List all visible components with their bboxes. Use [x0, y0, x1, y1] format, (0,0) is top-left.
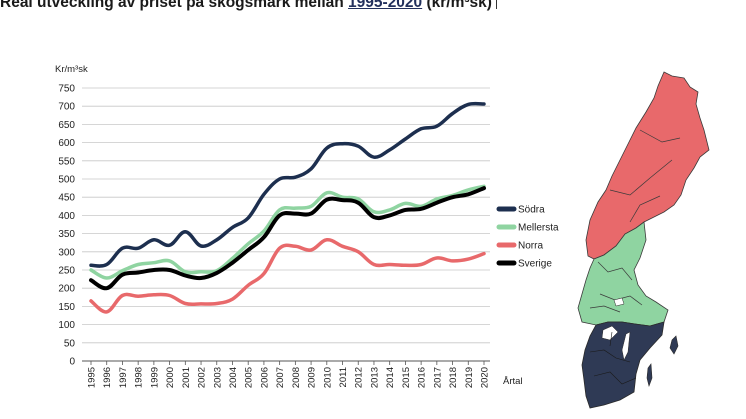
y-tick-label: 500 [58, 175, 75, 186]
y-tick-label: 350 [58, 229, 75, 240]
legend-label: Södra [518, 205, 545, 216]
x-tick-label: 2002 [197, 367, 208, 388]
x-tick-label: 2019 [464, 367, 475, 388]
x-tick-label: 2018 [448, 367, 459, 388]
legend: Södra Mellersta Norra Sverige [496, 205, 559, 270]
y-tick-label: 0 [69, 357, 75, 368]
y-tick-label: 550 [58, 156, 75, 167]
map-region-mellersta-border [589, 261, 643, 313]
gridlines [82, 87, 490, 362]
y-tick-label: 200 [58, 284, 75, 295]
map-oland [646, 363, 653, 388]
series-line-mellersta [89, 184, 486, 280]
x-tick-label: 2005 [244, 367, 255, 388]
series-lines [89, 101, 486, 314]
x-tick-label: 2011 [338, 367, 349, 387]
x-axis-ticks: 1995 1996 1997 1998 1999 2000 2001 2002 2003 2004… [87, 361, 491, 388]
series-line-sverige [89, 186, 486, 291]
text-cursor [495, 0, 497, 9]
y-tick-label: 250 [58, 266, 75, 277]
x-tick-label: 2009 [307, 367, 318, 388]
y-tick-label: 450 [58, 193, 75, 204]
page-title: Real utveckling av priset på skogsmark m… [0, 0, 497, 15]
map-region-norra-border [609, 129, 681, 223]
series-line-norra [89, 238, 486, 314]
x-tick-label: 2001 [181, 367, 192, 388]
x-tick-label: 1997 [118, 367, 129, 388]
x-tick-label: 1996 [102, 367, 113, 388]
map-region-sodra [581, 321, 665, 409]
legend-label: Sverige [518, 259, 552, 270]
x-tick-label: 2013 [369, 367, 380, 388]
map-lakes [601, 297, 631, 361]
x-axis-title: Årtal [503, 376, 523, 387]
y-tick-label: 50 [64, 338, 76, 349]
map-gotland [669, 335, 679, 355]
map-region-mellersta [577, 221, 669, 327]
y-tick-label: 400 [58, 211, 75, 222]
x-tick-label: 2007 [275, 367, 286, 388]
y-tick-label: 750 [58, 84, 75, 95]
title-highlight[interactable]: 1995-2020 [348, 0, 423, 11]
x-tick-label: 2004 [228, 367, 239, 388]
x-tick-label: 2017 [432, 367, 443, 388]
y-axis-title: Kr/m³sk [55, 64, 88, 75]
x-tick-label: 2015 [401, 367, 412, 388]
x-tick-label: 2014 [385, 367, 396, 388]
y-axis-ticks: 0 50 100 150 200 250 300 350 400 450 500 550 600 650 7… [58, 84, 75, 368]
y-tick-label: 300 [58, 247, 75, 258]
title-suffix: (kr/m³sk) [422, 0, 492, 11]
x-tick-label: 2012 [354, 367, 365, 388]
x-tick-label: 2000 [165, 367, 176, 388]
series-line-sodra [89, 101, 486, 268]
x-tick-label: 1998 [134, 367, 145, 388]
y-tick-label: 100 [58, 320, 75, 331]
title-prefix: Real utveckling av priset på skogsmark m… [0, 0, 349, 11]
y-tick-label: 150 [58, 302, 75, 313]
legend-label: Norra [518, 241, 543, 252]
x-tick-label: 2010 [322, 367, 333, 388]
map-county-borders [589, 331, 637, 385]
x-tick-label: 2020 [480, 367, 491, 388]
y-tick-label: 600 [58, 138, 75, 149]
x-tick-label: 2003 [212, 367, 223, 388]
x-tick-label: 1999 [149, 367, 160, 388]
x-tick-label: 2006 [259, 367, 270, 388]
x-tick-label: 2008 [291, 367, 302, 388]
legend-label: Mellersta [518, 223, 559, 234]
x-tick-label: 1995 [87, 367, 98, 388]
y-tick-label: 650 [58, 120, 75, 131]
map-region-norra [585, 71, 710, 260]
y-tick-label: 700 [58, 102, 75, 113]
x-tick-label: 2016 [417, 367, 428, 388]
sweden-region-map [577, 71, 710, 409]
